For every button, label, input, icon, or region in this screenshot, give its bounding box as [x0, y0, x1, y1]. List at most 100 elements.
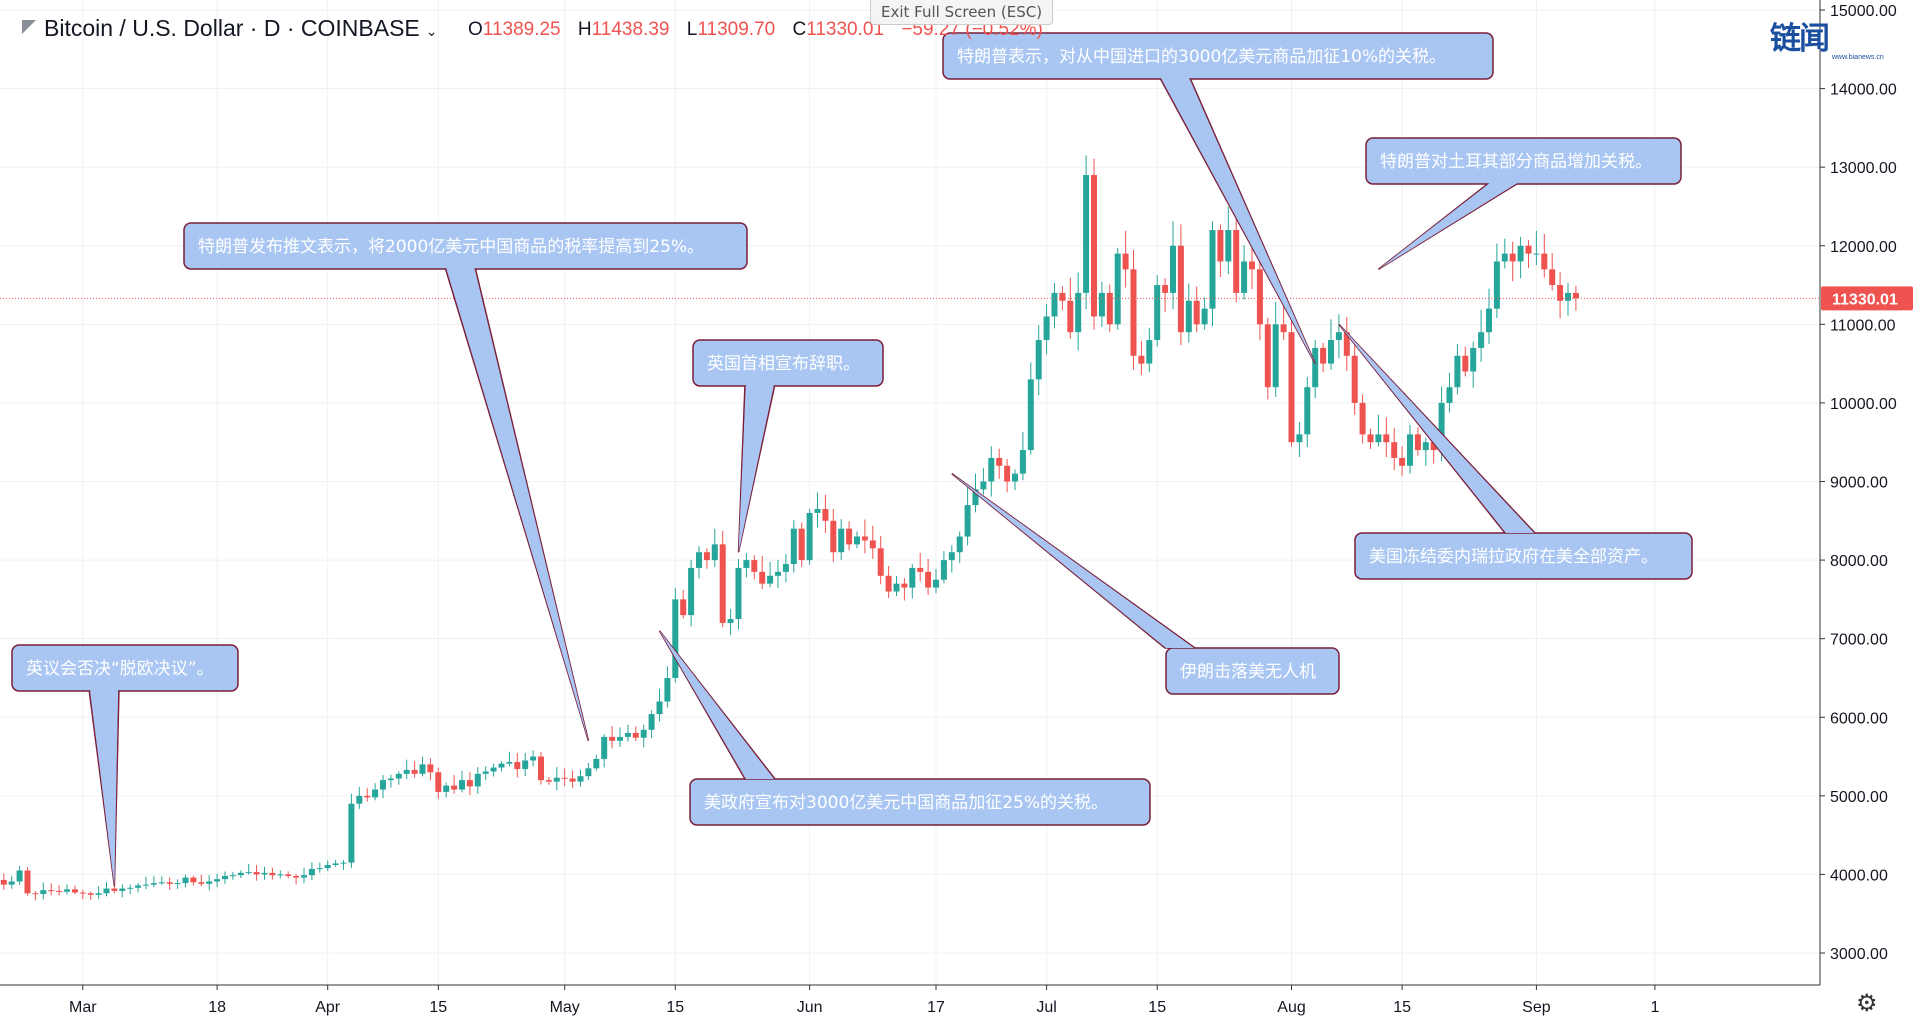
candle-body	[277, 874, 284, 876]
candle-body	[119, 888, 126, 891]
candle-body	[869, 540, 876, 549]
candle-body	[364, 795, 371, 798]
candle-body	[71, 889, 78, 893]
annotation-callout: 美政府宣布对3000亿美元中国商品加征25%的关税。	[658, 630, 1151, 826]
annotation-box	[942, 32, 1494, 80]
candle-body	[372, 789, 379, 798]
candle-body	[743, 560, 750, 568]
candle-body	[435, 772, 442, 792]
x-tick-label: 17	[927, 999, 945, 1016]
candle-body	[498, 763, 505, 768]
candle-body	[940, 560, 947, 580]
candle-body	[316, 868, 323, 870]
annotation-pointer	[1338, 323, 1537, 534]
candle-body	[1233, 230, 1240, 293]
candle-body	[1478, 332, 1485, 348]
candle-body	[1509, 253, 1516, 262]
candle-body	[166, 882, 173, 884]
candle-body	[40, 890, 47, 895]
annotation-box	[692, 339, 884, 387]
candle-body	[640, 729, 647, 738]
y-tick-label: 12000.00	[1830, 239, 1897, 256]
y-tick-label: 8000.00	[1830, 553, 1888, 570]
annotation-text: 特朗普对土耳其部分商品增加关税。	[1380, 152, 1652, 172]
candle-body	[972, 489, 979, 506]
candle-body	[1162, 285, 1169, 293]
candle-body	[143, 884, 149, 886]
candle-body	[727, 619, 734, 623]
candle-body	[380, 780, 386, 790]
y-tick-label: 14000.00	[1830, 82, 1897, 99]
candle-body	[95, 893, 102, 895]
candle-body	[1241, 261, 1248, 293]
candle-body	[593, 758, 600, 769]
candle-body	[814, 509, 821, 513]
candle-body	[340, 862, 347, 864]
candle-body	[182, 877, 189, 884]
candles	[0, 155, 1579, 901]
candle-body	[1051, 292, 1058, 317]
y-tick-label: 4000.00	[1830, 867, 1888, 884]
symbol-selector[interactable]: Bitcoin / U.S. Dollar · D · COINBASE ⌄	[44, 15, 437, 42]
annotation-callout: 特朗普表示，对从中国进口的3000亿美元商品加征10%的关税。	[942, 32, 1494, 364]
last-price-label: 11330.01	[1832, 291, 1898, 308]
candle-body	[269, 872, 276, 876]
candle-body	[790, 528, 797, 565]
candle-body	[688, 567, 695, 616]
candle-body	[1335, 332, 1342, 341]
candle-body	[1549, 269, 1556, 286]
high-label: H	[577, 19, 592, 40]
candle-body	[490, 767, 497, 772]
candle-body	[206, 881, 213, 884]
candle-body	[0, 879, 7, 885]
candle-body	[506, 762, 513, 764]
candle-body	[1557, 285, 1564, 301]
candle-body	[301, 875, 307, 878]
gear-icon[interactable]: ⚙	[1856, 990, 1878, 1017]
candle-body	[150, 883, 157, 885]
chevron-down-icon[interactable]: ⌄	[425, 23, 438, 39]
candle-body	[956, 536, 963, 553]
candle-body	[1320, 347, 1327, 364]
candle-body	[174, 883, 181, 885]
candle-body	[1264, 324, 1271, 388]
annotation-text: 特朗普表示，对从中国进口的3000亿美元商品加征10%的关税。	[957, 47, 1446, 67]
candle-body	[1225, 230, 1232, 262]
candle-body	[79, 892, 86, 894]
candle-body	[285, 874, 292, 876]
y-tick-label: 11000.00	[1830, 317, 1896, 334]
candle-body	[1193, 300, 1200, 325]
candle-body	[917, 567, 924, 572]
candle-body	[190, 877, 197, 883]
candle-body	[719, 544, 726, 623]
candle-body	[1272, 324, 1279, 388]
candle-body	[822, 509, 829, 521]
candle-body	[759, 571, 766, 584]
y-tick-label: 9000.00	[1830, 475, 1888, 492]
candle-body	[656, 701, 663, 715]
candle-body	[514, 762, 521, 770]
symbol-label: Bitcoin / U.S. Dollar · D · COINBASE	[44, 15, 420, 41]
candle-body	[1367, 434, 1374, 443]
x-tick-label: 15	[429, 999, 447, 1016]
candle-body	[1343, 332, 1350, 356]
time-axis: Mar 18 Apr 15 May 15 Jun 17 Jul 15 Aug 15 Sep 1	[0, 984, 1820, 1019]
annotation-box	[1165, 647, 1340, 695]
open-label: O	[468, 19, 483, 40]
candle-body	[1075, 292, 1082, 333]
candle-body	[1114, 253, 1121, 325]
candle-body	[87, 893, 94, 895]
annotation-callout: 伊朗击落美无人机	[951, 473, 1340, 695]
exit-fullscreen-button[interactable]: Exit Full Screen (ESC)	[870, 0, 1054, 25]
candle-body	[530, 756, 537, 761]
annotation-callout: 特朗普对土耳其部分商品增加关税。	[1365, 137, 1682, 270]
candle-body	[561, 777, 568, 779]
candle-body	[1122, 253, 1129, 270]
candle-body	[925, 571, 932, 588]
y-tick-label: 7000.00	[1830, 632, 1888, 649]
candle-body	[680, 599, 687, 616]
low-label: L	[686, 19, 698, 40]
candle-body	[601, 736, 608, 759]
y-tick-label: 3000.00	[1830, 946, 1888, 963]
